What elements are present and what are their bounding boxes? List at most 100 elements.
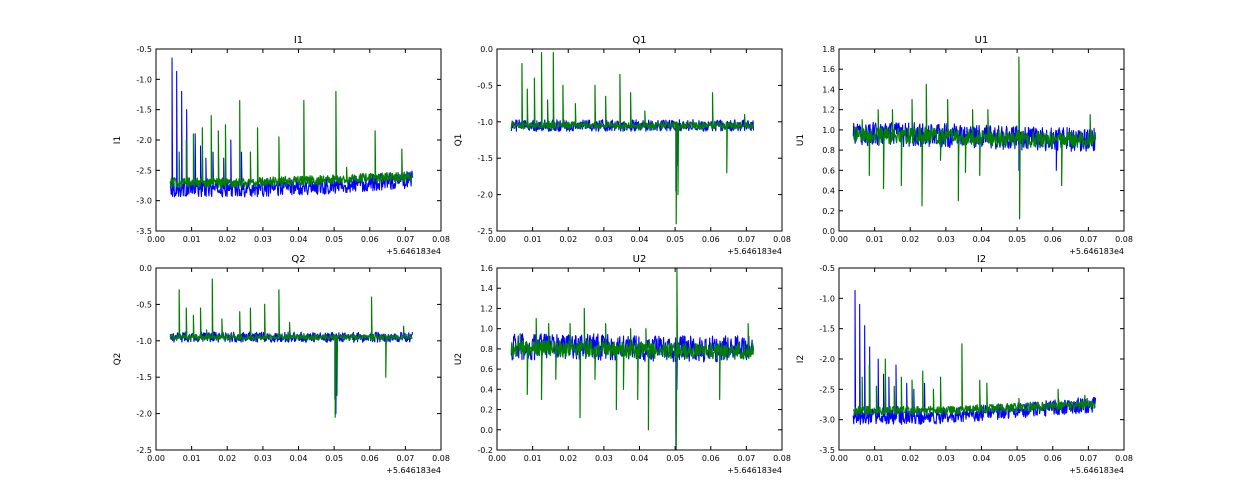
y-tick-label: -2.5 xyxy=(136,166,152,175)
x-tick-label: 0.06 xyxy=(1044,235,1062,244)
y-tick-label: -3.0 xyxy=(136,197,152,206)
x-tick-label: 0.03 xyxy=(595,454,613,463)
axes-frame xyxy=(496,267,783,451)
series-line-1 xyxy=(169,57,414,198)
x-tick-label: 0.01 xyxy=(524,454,542,463)
x-tick-label: 0.07 xyxy=(737,454,755,463)
y-tick-label: 0.0 xyxy=(480,45,493,54)
y-axis-label: I2 xyxy=(796,355,806,363)
x-tick-label: 0.08 xyxy=(1115,235,1133,244)
x-tick-label: 0.04 xyxy=(290,454,308,463)
x-offset-label: +5.646183e4 xyxy=(727,466,782,475)
y-tick-label: 1.2 xyxy=(822,106,835,115)
series-line-1 xyxy=(510,119,755,192)
x-tick-label: 0.01 xyxy=(183,454,201,463)
y-tick-label: 0.2 xyxy=(480,406,493,415)
y-tick-label: 0.8 xyxy=(480,345,493,354)
y-tick-label: 0.0 xyxy=(139,264,152,273)
x-tick-label: 0.06 xyxy=(702,454,720,463)
x-tick-label: 0.02 xyxy=(559,235,577,244)
y-tick-label: -1.5 xyxy=(136,106,152,115)
plot-area xyxy=(852,56,1097,220)
x-tick-label: 0.07 xyxy=(396,235,414,244)
y-tick-label: -2.5 xyxy=(136,446,152,455)
y-axis-label: Q2 xyxy=(113,353,123,366)
subplot-i1: 0.00 0.01 0.02 0.03 0.04 0.05 0.06 0.07 0.08 -3.5… xyxy=(113,35,450,256)
subplot-title: U2 xyxy=(633,254,647,265)
x-tick-label: 0.05 xyxy=(325,235,343,244)
y-tick-label: -1.5 xyxy=(819,325,835,334)
y-tick-label: 1.8 xyxy=(822,45,835,54)
x-tick-label: 0.02 xyxy=(218,235,236,244)
y-tick-label: 1.2 xyxy=(480,304,493,313)
series-line-1 xyxy=(169,331,414,415)
x-tick-label: 0.08 xyxy=(773,454,791,463)
subplot-title: I1 xyxy=(294,35,303,46)
plot-area xyxy=(852,289,1097,425)
y-tick-label: 1.6 xyxy=(480,264,493,273)
subplot-title: U1 xyxy=(975,35,989,46)
y-tick-label: 0.0 xyxy=(480,426,493,435)
x-tick-label: 0.00 xyxy=(830,454,848,463)
x-tick-label: 0.05 xyxy=(1008,454,1026,463)
x-tick-label: 0.00 xyxy=(488,235,506,244)
x-tick-label: 0.02 xyxy=(559,454,577,463)
x-tick-label: 0.00 xyxy=(830,235,848,244)
x-tick-label: 0.04 xyxy=(973,454,991,463)
y-tick-label: -1.0 xyxy=(136,75,152,84)
y-tick-label: -1.0 xyxy=(477,118,493,127)
x-tick-label: 0.07 xyxy=(396,454,414,463)
axes-frame xyxy=(155,267,442,451)
y-tick-label: -3.5 xyxy=(819,446,835,455)
y-tick-label: -2.5 xyxy=(477,227,493,236)
x-tick-label: 0.02 xyxy=(901,235,919,244)
x-tick-label: 0.03 xyxy=(595,235,613,244)
x-tick-label: 0.05 xyxy=(666,235,684,244)
x-tick-label: 0.03 xyxy=(254,235,272,244)
x-tick-label: 0.08 xyxy=(773,235,791,244)
x-tick-label: 0.06 xyxy=(361,454,379,463)
y-tick-label: 0.8 xyxy=(822,146,835,155)
x-tick-label: 0.06 xyxy=(702,235,720,244)
y-axis-label: U2 xyxy=(454,353,464,365)
subplot-title: Q2 xyxy=(291,254,305,265)
x-offset-label: +5.646183e4 xyxy=(386,466,441,475)
y-tick-label: 0.2 xyxy=(822,207,835,216)
y-axis-label: U1 xyxy=(796,134,806,146)
axes-frame xyxy=(155,48,442,232)
subplot-title: Q1 xyxy=(632,35,646,46)
axes-frame xyxy=(838,267,1125,451)
subplot-u2: 0.00 0.01 0.02 0.03 0.04 0.05 0.06 0.07 0.08 -0.2… xyxy=(454,254,791,475)
x-tick-label: 0.04 xyxy=(631,454,649,463)
subplot-q1: 0.00 0.01 0.02 0.03 0.04 0.05 0.06 0.07 0.08 -2.5… xyxy=(454,35,791,256)
y-tick-label: -3.0 xyxy=(819,416,835,425)
x-tick-label: 0.03 xyxy=(937,235,955,244)
y-tick-label: -2.0 xyxy=(477,191,493,200)
x-tick-label: 0.06 xyxy=(1044,454,1062,463)
x-tick-label: 0.06 xyxy=(361,235,379,244)
x-tick-label: 0.01 xyxy=(183,235,201,244)
x-tick-label: 0.01 xyxy=(866,454,884,463)
y-tick-label: 1.6 xyxy=(822,65,835,74)
x-offset-label: +5.646183e4 xyxy=(386,247,441,256)
series-line-2 xyxy=(853,343,1096,416)
x-tick-label: 0.03 xyxy=(937,454,955,463)
y-tick-label: -2.5 xyxy=(819,385,835,394)
y-tick-label: -0.5 xyxy=(477,81,493,90)
plot-area xyxy=(510,268,755,450)
x-tick-label: 0.05 xyxy=(666,454,684,463)
x-tick-label: 0.03 xyxy=(254,454,272,463)
y-tick-label: 0.6 xyxy=(822,166,835,175)
y-tick-label: -1.5 xyxy=(477,154,493,163)
x-tick-label: 0.01 xyxy=(866,235,884,244)
y-tick-label: 1.4 xyxy=(822,85,835,94)
y-tick-label: 0.4 xyxy=(822,187,835,196)
x-tick-label: 0.00 xyxy=(488,454,506,463)
x-tick-label: 0.07 xyxy=(1079,454,1097,463)
y-axis-label: I1 xyxy=(113,136,123,144)
x-tick-label: 0.08 xyxy=(1115,454,1133,463)
axes-frame xyxy=(496,48,783,232)
y-tick-label: -2.0 xyxy=(136,136,152,145)
y-tick-label: -0.5 xyxy=(136,300,152,309)
y-tick-label: 1.4 xyxy=(480,284,493,293)
